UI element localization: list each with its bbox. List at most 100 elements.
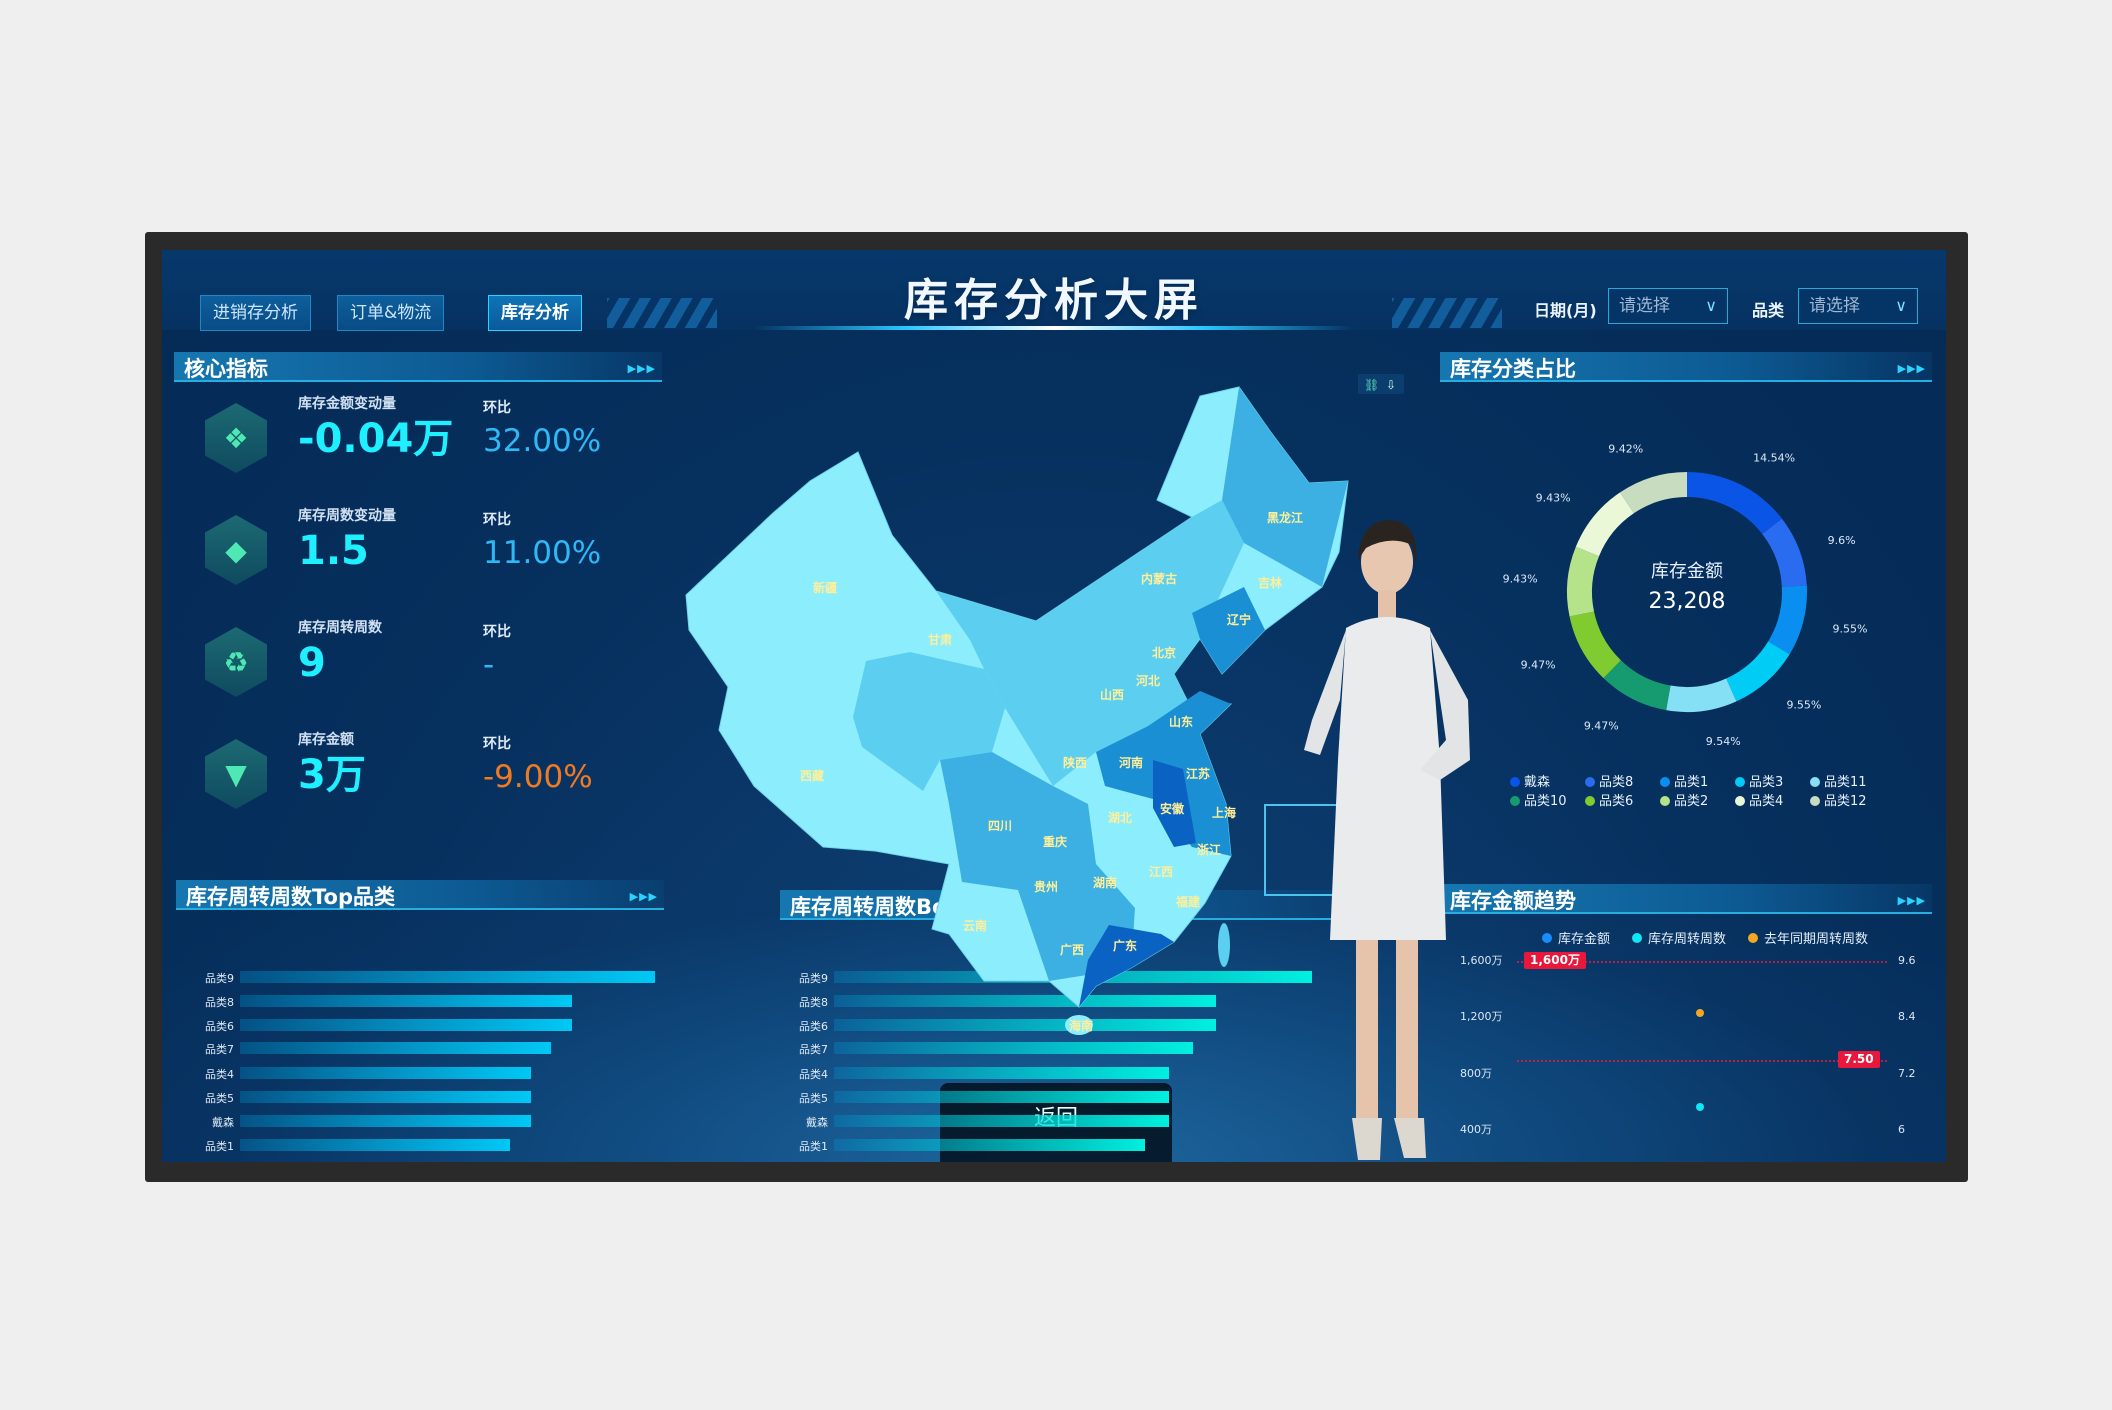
- pie-panel-header: 库存分类占比 ▶▶▶: [1440, 352, 1932, 382]
- legend-label: 库存金额: [1558, 932, 1611, 947]
- province-label: 湖北: [1108, 810, 1132, 825]
- cycle-icon: ♻: [205, 627, 267, 697]
- donut-slice-label: 9.6%: [1828, 534, 1856, 547]
- legend-label[interactable]: 品类3: [1749, 775, 1783, 790]
- legend-label[interactable]: 品类11: [1824, 775, 1867, 790]
- y-right-tick: 8.4: [1898, 1010, 1916, 1023]
- bar-label: 品类9: [799, 972, 828, 985]
- tab-sales-inventory[interactable]: 进销存分析: [200, 295, 311, 331]
- legend-label: 库存周转周数: [1648, 932, 1727, 947]
- south-china-sea-inset: [1264, 804, 1341, 896]
- donut-slice[interactable]: [1569, 611, 1621, 679]
- bar[interactable]: [240, 971, 655, 983]
- donut-slice[interactable]: [1726, 641, 1790, 702]
- legend-label[interactable]: 品类12: [1824, 794, 1867, 809]
- legend-label[interactable]: 戴森: [1524, 775, 1550, 790]
- legend-label[interactable]: 品类4: [1749, 794, 1783, 809]
- bar[interactable]: [240, 995, 572, 1007]
- kpi-label: 库存周数变动量: [298, 508, 396, 524]
- map-region-northeast[interactable]: [1222, 387, 1348, 587]
- legend-label[interactable]: 品类2: [1674, 794, 1708, 809]
- bar[interactable]: [834, 1139, 1145, 1151]
- legend-dot: [1585, 796, 1595, 806]
- legend-dot: [1748, 932, 1759, 943]
- bar-label: 品类5: [799, 1092, 828, 1105]
- bar[interactable]: [834, 1115, 1169, 1127]
- data-point-turnover[interactable]: [1696, 1102, 1704, 1111]
- legend-item[interactable]: 去年同期周转周数: [1748, 928, 1868, 947]
- map-region-liaoning[interactable]: [1192, 587, 1265, 674]
- kpi-compare-label: 环比: [483, 400, 511, 416]
- legend-label[interactable]: 品类10: [1524, 794, 1567, 809]
- legend-label[interactable]: 品类1: [1674, 775, 1708, 790]
- category-select-value: 请选择: [1809, 296, 1860, 316]
- bar[interactable]: [240, 1091, 531, 1103]
- kpi-compare-value: 32.00%: [483, 423, 602, 459]
- tab-orders-logistics[interactable]: 订单&物流: [337, 295, 445, 331]
- top-bar-panel-title: 库存周转周数Top品类: [186, 885, 395, 909]
- donut-slice[interactable]: [1666, 678, 1737, 712]
- legend-dot: [1632, 932, 1643, 943]
- map-region-southwest[interactable]: [940, 752, 1135, 981]
- kpi-label: 库存金额变动量: [298, 396, 396, 412]
- donut-slice[interactable]: [1762, 518, 1807, 587]
- diamond-icon: ▼: [205, 739, 267, 809]
- donut-slice[interactable]: [1768, 585, 1807, 655]
- title-glow-divider: [754, 326, 1354, 330]
- legend-dot: [1810, 777, 1820, 787]
- donut-slice[interactable]: [1687, 472, 1783, 534]
- mark-line: [1517, 961, 1887, 963]
- y-right-tick: 9.6: [1898, 954, 1916, 967]
- bar[interactable]: [240, 1019, 572, 1031]
- map-region-guangdong[interactable]: [1079, 925, 1174, 1007]
- map-region-taiwan[interactable]: [1218, 923, 1230, 967]
- bar[interactable]: [834, 1091, 1169, 1103]
- province-label: 黑龙江: [1267, 510, 1303, 525]
- link-icon[interactable]: ⛓: [1364, 378, 1379, 392]
- bar[interactable]: [834, 1019, 1217, 1031]
- donut-slice[interactable]: [1620, 472, 1687, 514]
- bar-label: 品类9: [205, 972, 234, 985]
- bar[interactable]: [240, 1067, 531, 1079]
- y-left-tick: 1,600万: [1460, 954, 1503, 967]
- top-bar-panel-header: 库存周转周数Top品类 ▶▶▶: [176, 880, 664, 910]
- bar[interactable]: [834, 1042, 1193, 1054]
- map-region-hainan[interactable]: [1065, 1015, 1093, 1035]
- download-icon[interactable]: ⇩: [1386, 378, 1396, 392]
- legend-item[interactable]: 库存周转周数: [1632, 928, 1726, 947]
- donut-slice[interactable]: [1603, 660, 1671, 711]
- province-label: 江苏: [1186, 766, 1210, 781]
- province-label: 吉林: [1258, 575, 1282, 590]
- bar[interactable]: [834, 995, 1217, 1007]
- donut-slice-label: 14.54%: [1753, 451, 1795, 464]
- map-region-anhui[interactable]: [1153, 760, 1196, 847]
- donut-center-value: 23,208: [1649, 589, 1726, 614]
- province-label: 甘肃: [928, 632, 952, 647]
- tab-inventory-analysis[interactable]: 库存分析: [488, 295, 582, 331]
- legend-item[interactable]: 库存金额: [1542, 928, 1610, 947]
- map-region-qinghai[interactable]: [853, 652, 1005, 791]
- bar[interactable]: [240, 1139, 510, 1151]
- legend-dot: [1510, 796, 1520, 806]
- legend-label[interactable]: 品类6: [1599, 794, 1633, 809]
- legend-label[interactable]: 品类8: [1599, 775, 1633, 790]
- map-region-north[interactable]: [936, 500, 1244, 786]
- legend-dot: [1810, 796, 1820, 806]
- donut-slice[interactable]: [1575, 492, 1634, 557]
- data-point-last-year-turnover[interactable]: [1696, 1008, 1704, 1017]
- bar-label: 品类7: [205, 1043, 234, 1056]
- bar[interactable]: [834, 1067, 1169, 1079]
- map-toolbar: ⛓ ⇩: [1358, 374, 1404, 394]
- kpi-value: 9: [298, 640, 326, 686]
- triple-arrow-icon: ▶▶▶: [1897, 894, 1926, 907]
- bar[interactable]: [240, 1115, 531, 1127]
- bar[interactable]: [240, 1042, 552, 1054]
- donut-slice[interactable]: [1567, 546, 1600, 617]
- province-label: 江西: [1149, 864, 1173, 879]
- legend-dot: [1735, 777, 1745, 787]
- category-select[interactable]: 请选择 ∨: [1798, 288, 1918, 324]
- date-select[interactable]: 请选择 ∨: [1608, 288, 1728, 324]
- bar-label: 戴森: [806, 1116, 828, 1129]
